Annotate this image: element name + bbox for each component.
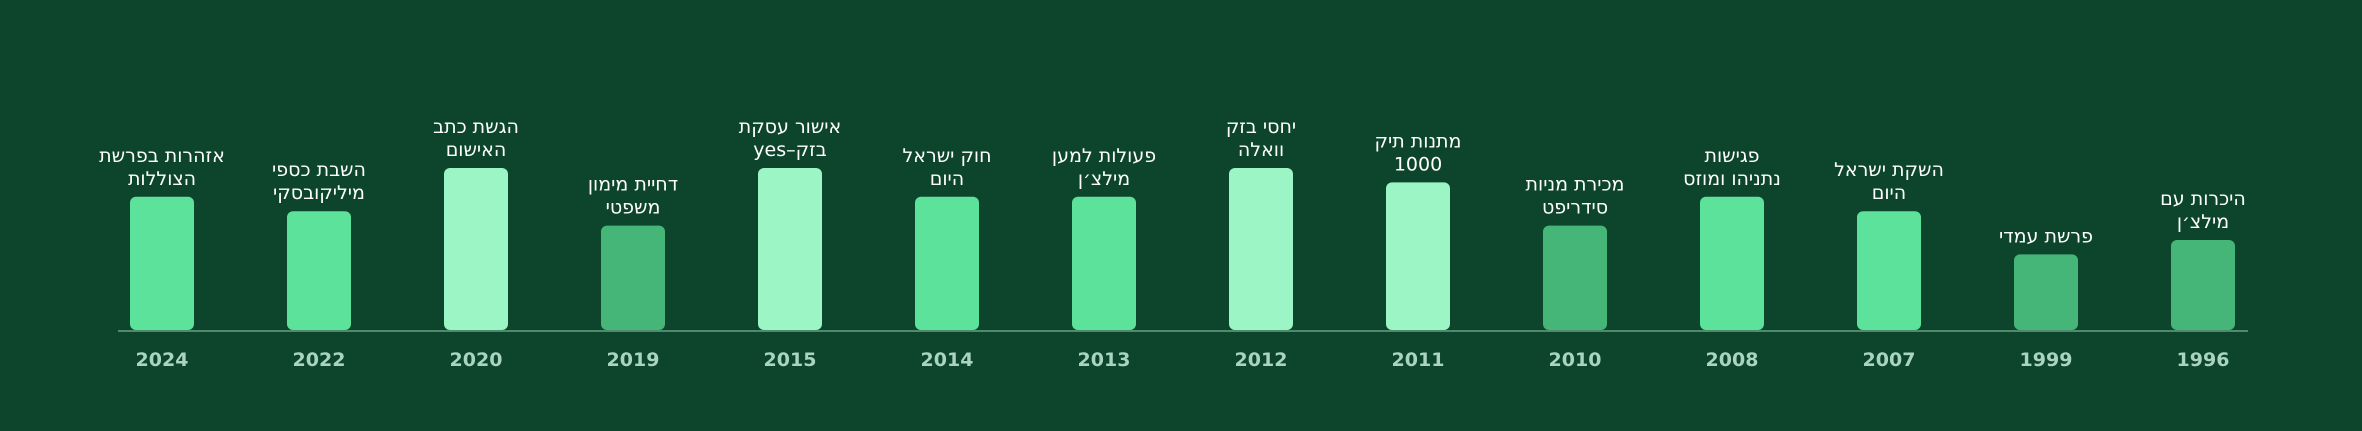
- year-label-2007: 2007: [1863, 349, 1916, 371]
- bar-2022: [287, 211, 351, 330]
- year-label-2010: 2010: [1549, 349, 1602, 371]
- year-label-2020: 2020: [450, 349, 503, 371]
- bar-label-2011-line-2: 1000: [1394, 153, 1442, 175]
- bar-1999: [2014, 254, 2078, 330]
- bar-label-2015-line-2: בזק–yes: [753, 139, 826, 161]
- bar-2008: [1700, 196, 1764, 330]
- bar-label-2011-line-1: מתנות תיק: [1375, 130, 1462, 152]
- bar-label-2024-line-1: אזהרות בפרשת: [99, 145, 225, 167]
- bar-label-2020-line-1: הגשת כתב: [433, 116, 519, 138]
- bar-label-2022-line-1: השבת כספי: [272, 159, 366, 181]
- year-label-2024: 2024: [136, 349, 189, 371]
- bar-2014: [915, 196, 979, 330]
- bar-label-2014-line-2: היום: [930, 168, 964, 190]
- bar-2012: [1229, 168, 1293, 330]
- bar-label-2008-line-2: נתניהו ומוזס: [1683, 168, 1781, 190]
- bar-label-2019-line-1: דחיית מימון: [588, 174, 678, 196]
- bar-label-1996-line-1: היכרות עם: [2160, 188, 2246, 210]
- year-label-2015: 2015: [764, 349, 817, 371]
- bar-1996: [2171, 240, 2235, 330]
- bar-label-2020-line-2: האישום: [446, 139, 507, 161]
- bar-2020: [444, 168, 508, 330]
- bar-2011: [1386, 182, 1450, 330]
- bar-label-2008-line-1: פגישות: [1704, 145, 1759, 167]
- bar-2013: [1072, 196, 1136, 330]
- bar-label-2024-line-2: הצוללות: [128, 168, 196, 190]
- bar-label-2015-line-1: אישור עסקת: [739, 116, 842, 138]
- year-label-1996: 1996: [2177, 349, 2230, 371]
- years-layer: 2024 2022 2020 2019 2015 2014 2013 2012 2011 2010…: [136, 349, 2230, 371]
- bar-label-2012-line-2: וואלה: [1238, 139, 1284, 161]
- year-label-2013: 2013: [1078, 349, 1131, 371]
- bar-label-2007-line-1: השקת ישראל: [1834, 159, 1944, 181]
- bars-layer: [130, 168, 2235, 330]
- year-label-2019: 2019: [607, 349, 660, 371]
- year-label-1999: 1999: [2020, 349, 2073, 371]
- bar-2010: [1543, 225, 1607, 330]
- bar-label-2013-line-1: פעולות למען: [1052, 145, 1156, 167]
- year-label-2008: 2008: [1706, 349, 1759, 371]
- bar-2007: [1857, 211, 1921, 330]
- bar-label-2014-line-1: חוק ישראל: [902, 145, 991, 167]
- year-label-2014: 2014: [921, 349, 974, 371]
- bar-label-2022-line-2: מיליקובסקי: [273, 182, 365, 204]
- bar-label-2019-line-2: משפטי: [606, 197, 661, 219]
- bar-label-2010-line-1: מכירת מניות: [1526, 174, 1625, 196]
- year-label-2012: 2012: [1235, 349, 1288, 371]
- bar-2024: [130, 196, 194, 330]
- bar-2015: [758, 168, 822, 330]
- bar-label-1999-line-1: פרשת עמדי: [1999, 225, 2093, 247]
- bar-2019: [601, 225, 665, 330]
- bar-label-1996-line-2: מילצ׳ן: [2177, 211, 2229, 233]
- year-label-2022: 2022: [293, 349, 346, 371]
- bar-label-2007-line-2: היום: [1872, 182, 1906, 204]
- bar-label-2012-line-1: יחסי בזק: [1226, 116, 1296, 138]
- bar-label-2013-line-2: מילצ׳ן: [1078, 168, 1130, 190]
- bar-label-2010-line-2: סידריפט: [1542, 197, 1608, 219]
- year-label-2011: 2011: [1392, 349, 1445, 371]
